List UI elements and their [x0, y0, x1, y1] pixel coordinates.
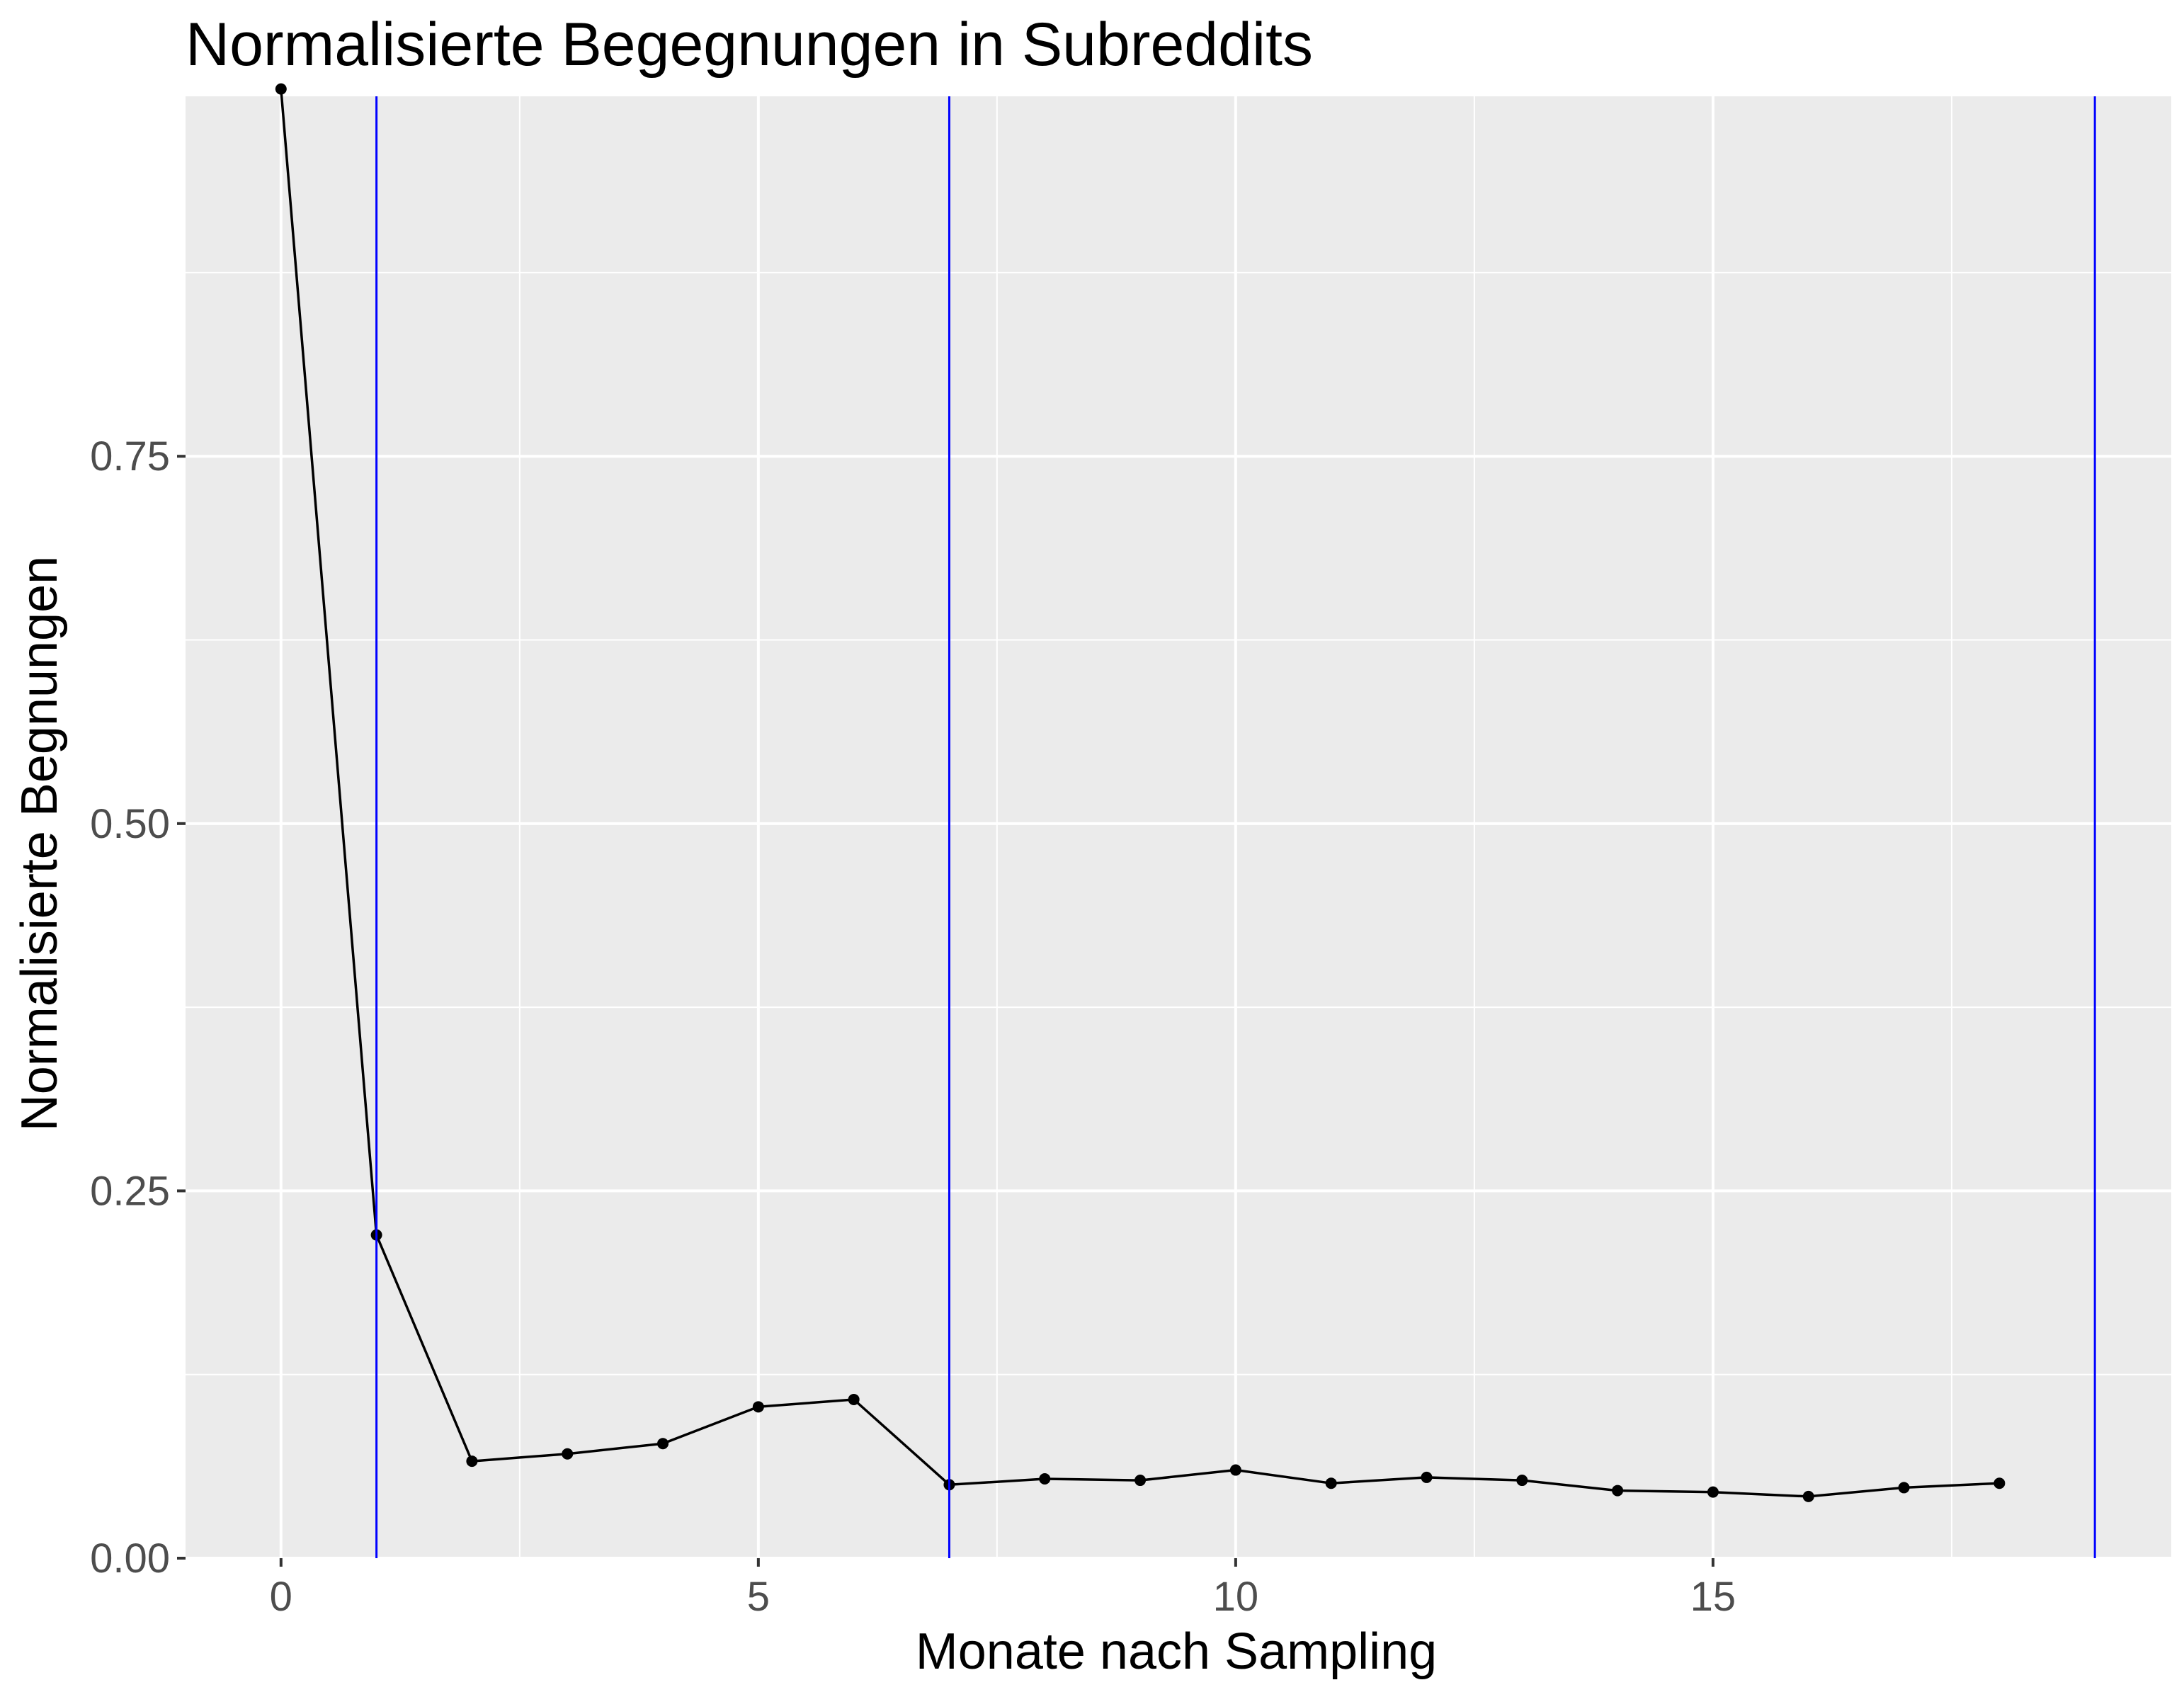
data-point: [275, 83, 287, 95]
data-point: [1707, 1486, 1719, 1498]
x-tick-label: 0: [270, 1574, 292, 1620]
x-tick-label: 5: [747, 1574, 770, 1620]
y-axis-label: Normalisierte Begnungen: [11, 556, 68, 1131]
x-tick-label: 10: [1213, 1574, 1259, 1620]
data-point: [848, 1393, 860, 1405]
data-point: [562, 1448, 574, 1460]
reference-lines-layer: [375, 96, 2096, 1558]
data-point: [1421, 1471, 1433, 1483]
y-tick-label: 0.00: [90, 1536, 170, 1582]
data-point: [1229, 1464, 1241, 1476]
data-point: [466, 1455, 478, 1468]
data-point: [1039, 1472, 1051, 1485]
x-tick-label: 15: [1690, 1574, 1736, 1620]
data-points-layer: [275, 83, 2006, 1502]
axis-ticks: [177, 455, 1714, 1567]
data-point: [1516, 1475, 1528, 1487]
chart-title: Normalisierte Begegnungen in Subreddits: [186, 11, 1313, 79]
y-tick-label: 0.50: [90, 801, 170, 847]
x-axis-tick-labels: 0 5 10 15: [270, 1574, 1736, 1620]
data-point: [1612, 1485, 1624, 1497]
y-tick-label: 0.75: [90, 433, 170, 479]
data-point: [1802, 1490, 1814, 1502]
minor-gridlines: [186, 96, 2171, 1558]
data-point: [657, 1438, 669, 1450]
data-point: [1994, 1477, 2006, 1489]
y-tick-label: 0.25: [90, 1168, 170, 1214]
data-point: [752, 1401, 764, 1413]
x-axis-label: Monate nach Sampling: [916, 1623, 1437, 1680]
major-gridlines: [186, 96, 2171, 1560]
plot-panel: [186, 96, 2171, 1558]
data-point: [1134, 1475, 1147, 1487]
data-point: [1898, 1482, 1910, 1494]
y-axis-tick-labels: 0.00 0.25 0.50 0.75: [90, 433, 170, 1582]
data-point: [1325, 1477, 1337, 1489]
